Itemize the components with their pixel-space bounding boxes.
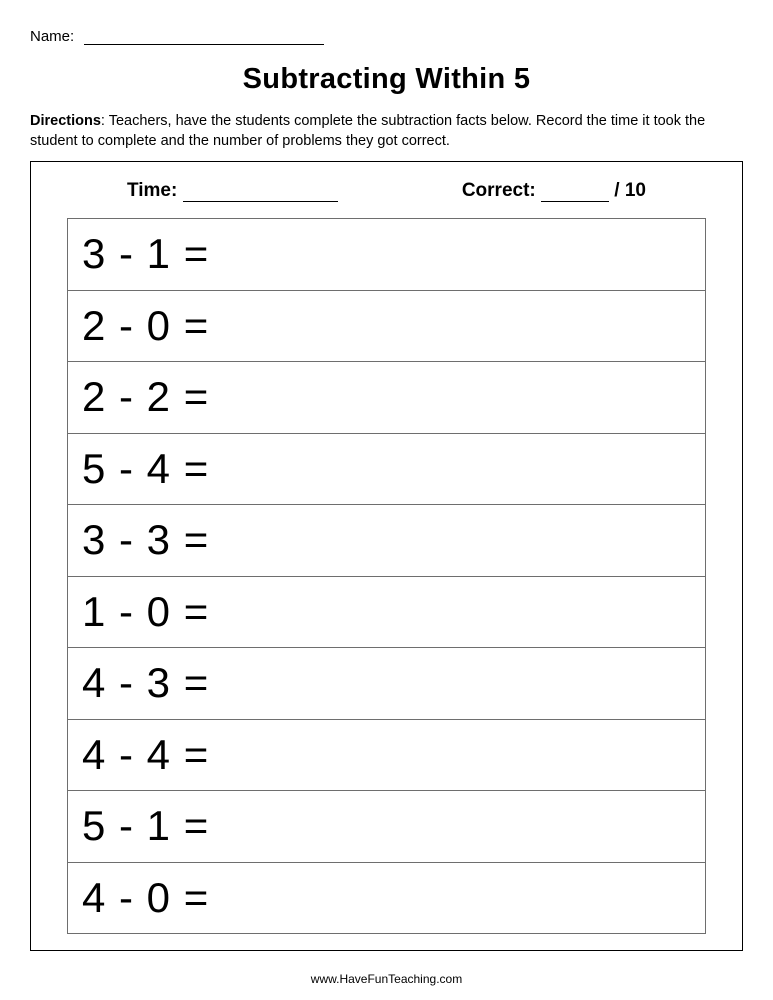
- problem-row[interactable]: 2 - 2 =: [68, 362, 705, 434]
- time-label: Time:: [127, 180, 177, 201]
- problem-row[interactable]: 4 - 0 =: [68, 863, 705, 935]
- problem-text: 2 - 2 =: [82, 373, 209, 421]
- problem-row[interactable]: 4 - 4 =: [68, 720, 705, 792]
- problems-table: 3 - 1 = 2 - 0 = 2 - 2 = 5 - 4 = 3 - 3 = …: [67, 218, 706, 934]
- correct-input-line[interactable]: [541, 186, 609, 202]
- problem-row[interactable]: 3 - 3 =: [68, 505, 705, 577]
- time-field: Time:: [127, 180, 338, 202]
- problem-text: 5 - 1 =: [82, 802, 209, 850]
- problem-text: 3 - 1 =: [82, 230, 209, 278]
- problem-text: 4 - 3 =: [82, 659, 209, 707]
- problem-text: 5 - 4 =: [82, 445, 209, 493]
- problem-text: 3 - 3 =: [82, 516, 209, 564]
- directions-label: Directions: [30, 113, 101, 129]
- worksheet-title: Subtracting Within 5: [30, 63, 743, 96]
- time-input-line[interactable]: [183, 186, 338, 202]
- problem-text: 4 - 4 =: [82, 731, 209, 779]
- worksheet-box: Time: Correct: / 10 3 - 1 = 2 - 0 = 2 - …: [30, 161, 743, 951]
- problem-text: 1 - 0 =: [82, 588, 209, 636]
- footer-credit: www.HaveFunTeaching.com: [0, 972, 773, 986]
- name-input-line[interactable]: [84, 31, 324, 45]
- problem-text: 2 - 0 =: [82, 302, 209, 350]
- meta-row: Time: Correct: / 10: [67, 176, 706, 218]
- name-label: Name:: [30, 28, 74, 45]
- problem-text: 4 - 0 =: [82, 874, 209, 922]
- correct-total: / 10: [614, 180, 646, 201]
- correct-label: Correct:: [462, 180, 536, 201]
- problem-row[interactable]: 2 - 0 =: [68, 291, 705, 363]
- directions-text: Directions: Teachers, have the students …: [30, 112, 743, 151]
- name-field-row: Name:: [30, 28, 743, 45]
- problem-row[interactable]: 3 - 1 =: [68, 219, 705, 291]
- problem-row[interactable]: 4 - 3 =: [68, 648, 705, 720]
- problem-row[interactable]: 1 - 0 =: [68, 577, 705, 649]
- directions-body: : Teachers, have the students complete t…: [30, 113, 705, 149]
- problem-row[interactable]: 5 - 4 =: [68, 434, 705, 506]
- correct-field: Correct: / 10: [462, 180, 646, 202]
- problem-row[interactable]: 5 - 1 =: [68, 791, 705, 863]
